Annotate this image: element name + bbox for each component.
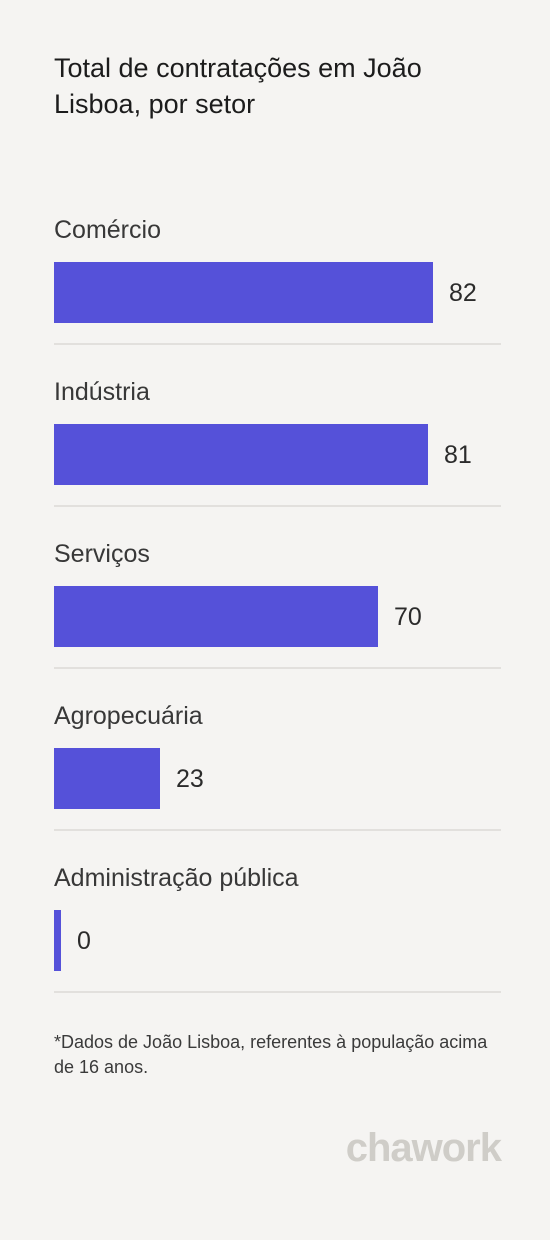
row-divider	[54, 343, 501, 345]
bar-value-label: 70	[394, 603, 422, 631]
bar-track: 70	[54, 586, 501, 647]
category-label: Agropecuária	[54, 702, 203, 730]
bar	[54, 910, 61, 971]
category-label: Serviços	[54, 540, 150, 568]
row-divider	[54, 829, 501, 831]
bar-row: Administração pública 0	[54, 858, 501, 1020]
bar-value-label: 81	[444, 441, 472, 469]
bar	[54, 586, 378, 647]
bar-track: 23	[54, 748, 501, 809]
bar-row: Serviços 70	[54, 534, 501, 696]
bar-row: Agropecuária 23	[54, 696, 501, 858]
bar-value-label: 82	[449, 279, 477, 307]
category-label: Administração pública	[54, 864, 299, 892]
bar	[54, 262, 433, 323]
bar-row: Indústria 81	[54, 372, 501, 534]
bar-row: Comércio 82	[54, 210, 501, 372]
bar-value-label: 23	[176, 765, 204, 793]
bar	[54, 424, 428, 485]
row-divider	[54, 667, 501, 669]
bar-track: 82	[54, 262, 501, 323]
chart-title: Total de contratações em João Lisboa, po…	[54, 53, 422, 119]
bar-track: 81	[54, 424, 501, 485]
row-divider	[54, 505, 501, 507]
bar-value-label: 0	[77, 927, 91, 955]
bar-chart: Comércio 82 Indústria 81 Serviços 70 Agropecuá…	[54, 210, 501, 1020]
category-label: Comércio	[54, 216, 161, 244]
row-divider	[54, 991, 501, 993]
footnote: *Dados de João Lisboa, referentes à popu…	[54, 1032, 488, 1077]
category-label: Indústria	[54, 378, 150, 406]
chawork-logo: chawork	[345, 1126, 502, 1170]
bar	[54, 748, 160, 809]
bar-track: 0	[54, 910, 501, 971]
